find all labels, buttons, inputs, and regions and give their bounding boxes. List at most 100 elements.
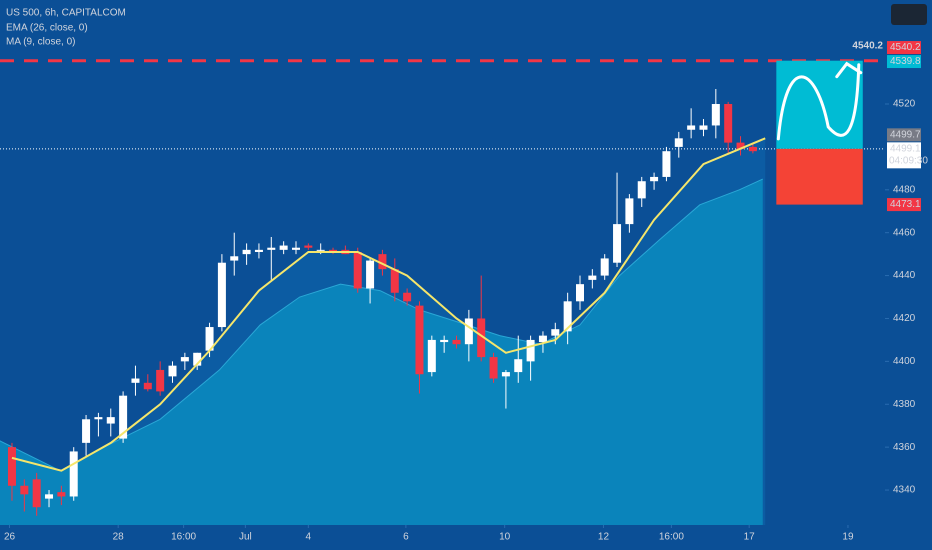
candle-body — [724, 104, 733, 143]
target-annotation: 4540.2 — [852, 41, 883, 52]
price-tag-label: 4540.2 — [890, 42, 921, 53]
y-tick-label: 4420 — [893, 313, 916, 324]
price-tag-label: 4499.7 — [890, 129, 921, 140]
x-tick-label: 17 — [744, 532, 756, 543]
candle-body — [254, 249, 263, 252]
y-tick-label: 4360 — [893, 442, 916, 453]
candle-body — [217, 262, 226, 328]
candle-body — [180, 357, 189, 362]
y-tick-label: 4440 — [893, 270, 916, 281]
candle-body — [193, 352, 202, 366]
candle-body — [427, 339, 436, 373]
price-tag — [887, 128, 921, 142]
candle-body — [563, 301, 572, 332]
menu-button[interactable] — [891, 4, 927, 25]
candle-body — [32, 479, 41, 508]
x-tick-label: 16:00 — [171, 532, 196, 543]
x-tick-label: 6 — [403, 532, 409, 543]
x-tick-label: 28 — [113, 532, 125, 543]
y-tick-label: 4480 — [893, 184, 916, 195]
projection-stop — [776, 148, 863, 205]
candle-body — [464, 318, 473, 345]
candle-body — [156, 369, 165, 392]
candle-body — [600, 258, 609, 276]
indicator-legend: EMA (26, close, 0) — [6, 23, 88, 34]
x-tick-label: 10 — [499, 532, 511, 543]
candle-body — [551, 329, 560, 336]
candle-body — [736, 142, 745, 150]
countdown: 04:09:30 — [889, 155, 928, 166]
candle-body — [477, 318, 486, 358]
candle-body — [748, 146, 757, 152]
candle-body — [82, 419, 91, 443]
x-tick-label: Jul — [239, 532, 252, 543]
candle-body — [403, 292, 412, 302]
candle-body — [316, 249, 325, 251]
price-tag — [887, 55, 921, 69]
candle-body — [329, 249, 338, 252]
x-tick-label: 19 — [842, 532, 854, 543]
y-tick-label: 4380 — [893, 399, 916, 410]
candle-body — [662, 151, 671, 177]
candle-body — [230, 256, 239, 261]
projection-arrow — [776, 63, 861, 141]
candle-body — [625, 198, 634, 225]
candle-body — [304, 245, 313, 248]
candle-body — [205, 327, 214, 351]
candle-body — [501, 372, 510, 377]
y-tick-label: 4520 — [893, 99, 916, 110]
candle-body — [575, 284, 584, 302]
candle-body — [94, 417, 103, 420]
candle-body — [378, 254, 387, 270]
candle-body — [291, 247, 300, 250]
candle-body — [514, 359, 523, 373]
candle-body — [143, 382, 152, 390]
candle-body — [69, 451, 78, 497]
ma-area — [0, 179, 763, 525]
candle-body — [699, 125, 708, 130]
projection-arrow-head — [835, 61, 863, 79]
candle-body — [390, 269, 399, 293]
indicator-legend: MA (9, close, 0) — [6, 37, 75, 48]
price-tag — [887, 142, 921, 169]
candle-body — [452, 339, 461, 345]
candle-body — [366, 260, 375, 289]
candle-body — [267, 247, 276, 250]
x-tick-label: 12 — [598, 532, 610, 543]
x-tick-label: 16:00 — [659, 532, 684, 543]
price-tag-label: 4539.8 — [890, 56, 921, 67]
candle-body — [538, 335, 547, 343]
candle-body — [711, 104, 720, 126]
y-tick-label: 4400 — [893, 356, 916, 367]
candle-body — [489, 357, 498, 379]
candle-body — [106, 417, 115, 424]
candle-body — [279, 245, 288, 250]
y-tick-label: 4460 — [893, 227, 916, 238]
candle-body — [20, 485, 29, 495]
candle-body — [353, 251, 362, 289]
candle-body — [131, 378, 140, 383]
candle-body — [415, 305, 424, 375]
price-tag — [887, 41, 921, 55]
candle-body — [242, 249, 251, 255]
candle-body — [119, 395, 128, 439]
chart-title: US 500, 6h, CAPITALCOM — [6, 8, 126, 19]
candle-body — [613, 224, 622, 263]
candle-body — [7, 447, 16, 486]
candle-body — [650, 176, 659, 182]
projection-target — [776, 60, 863, 149]
y-tick-label: 4340 — [893, 485, 916, 496]
candle-body — [57, 492, 66, 497]
candle-body — [637, 181, 646, 199]
price-tag-label: 4473.1 — [890, 199, 921, 210]
candle-body — [168, 365, 177, 377]
candle-body — [687, 125, 696, 130]
candle-body — [45, 494, 54, 499]
x-tick-label: 4 — [306, 532, 312, 543]
x-tick-label: 26 — [4, 532, 16, 543]
candle-body — [588, 275, 597, 280]
price-tag — [887, 198, 921, 212]
price-tag-label: 4499.1 — [890, 143, 921, 154]
